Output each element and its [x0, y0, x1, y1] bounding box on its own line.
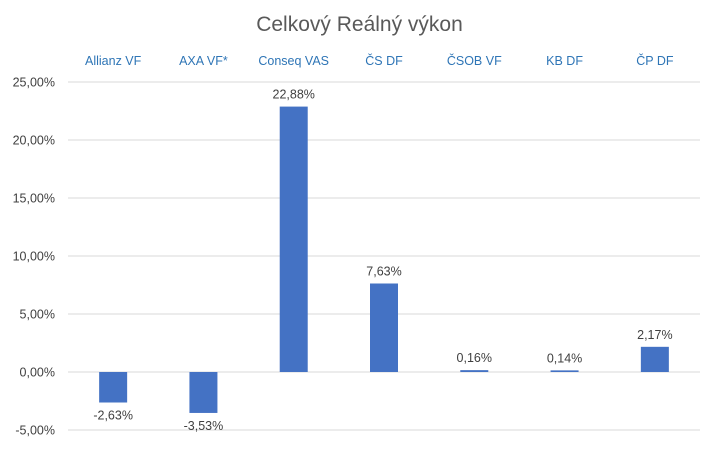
y-tick-label: 15,00%: [13, 192, 55, 206]
category-label: KB DF: [546, 54, 583, 68]
bars: [99, 106, 669, 413]
data-label: 0,14%: [547, 351, 582, 365]
y-tick-label: 20,00%: [13, 134, 55, 148]
data-label: 22,88%: [273, 88, 315, 102]
category-label: AXA VF*: [179, 54, 228, 68]
chart-title: Celkový Reálný výkon: [256, 13, 463, 36]
category-label: Allianz VF: [85, 54, 142, 68]
y-tick-label: -5,00%: [15, 424, 55, 438]
bar: [550, 370, 579, 372]
data-label: 7,63%: [366, 264, 401, 278]
data-label: 0,16%: [457, 351, 492, 365]
bar: [460, 370, 489, 372]
bar: [370, 283, 398, 372]
bar: [279, 106, 308, 372]
category-label: ČS DF: [365, 53, 403, 68]
gridlines: [68, 81, 700, 431]
category-label: ČSOB VF: [447, 53, 502, 68]
category-label: Conseq VAS: [258, 54, 329, 68]
category-label: ČP DF: [636, 53, 674, 68]
y-tick-label: 5,00%: [20, 308, 55, 322]
y-tick-label: 0,00%: [20, 366, 55, 380]
bar: [99, 372, 128, 403]
bar: [189, 372, 218, 413]
data-label: -2,63%: [93, 409, 133, 423]
y-tick-label: 10,00%: [13, 250, 55, 264]
y-axis-ticks: 25,00% 20,00% 15,00% 10,00% 5,00% 0,00% -5,00%: [13, 76, 55, 438]
bar: [640, 346, 669, 372]
data-labels: -2,63% -3,53% 22,88% 7,63% 0,16% 0,14% 2,17%: [93, 88, 672, 433]
data-label: -3,53%: [184, 419, 224, 433]
y-tick-label: 25,00%: [13, 76, 55, 90]
data-label: 2,17%: [637, 328, 672, 342]
category-labels: Allianz VF AXA VF* Conseq VAS ČS DF ČSOB VF K…: [85, 53, 674, 68]
